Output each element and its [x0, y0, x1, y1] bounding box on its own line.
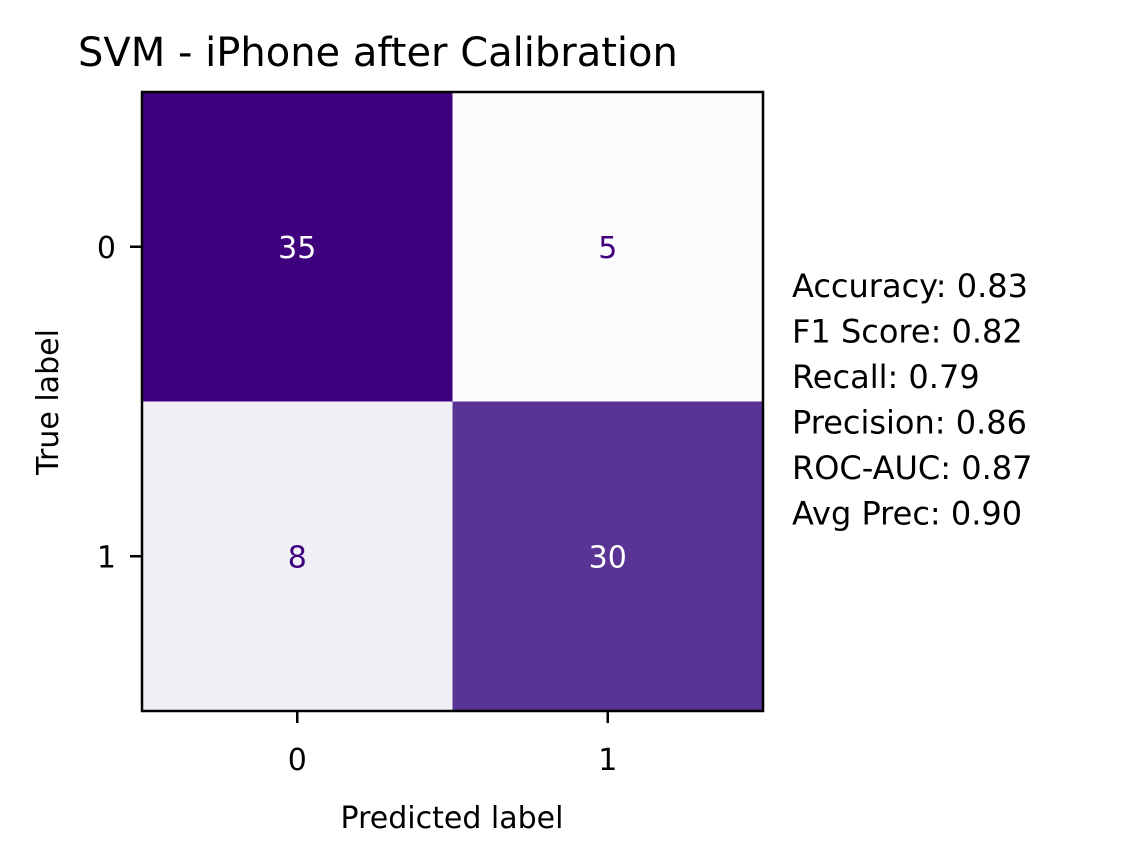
metric-line-5: Avg Prec: 0.90	[792, 495, 1022, 533]
cell-value-0-1: 5	[598, 231, 617, 266]
plot-frame	[140, 90, 765, 713]
cell-value-0-0: 35	[278, 231, 316, 266]
metric-line-1: F1 Score: 0.82	[792, 313, 1023, 351]
chart-title: SVM - iPhone after Calibration	[78, 30, 678, 76]
cell-value-1-1: 30	[589, 540, 627, 575]
metric-line-0: Accuracy: 0.83	[792, 267, 1028, 305]
metric-line-3: Precision: 0.86	[792, 404, 1027, 442]
heatmap-cell-1-1	[452, 401, 764, 712]
x-tick-label-0: 0	[288, 743, 307, 778]
metric-line-4: ROC-AUC: 0.87	[792, 449, 1032, 487]
x-tick-label-1: 1	[598, 743, 617, 778]
cell-value-labels: 35 5 8 30	[278, 231, 627, 576]
heatmap-cell-0-0	[142, 92, 453, 402]
x-axis-label: Predicted label	[341, 801, 564, 836]
y-axis-label: True label	[31, 329, 66, 476]
heatmap-cell-0-1	[452, 92, 764, 402]
y-tick-label-1: 1	[97, 540, 116, 575]
y-tick-label-0: 0	[97, 231, 116, 266]
heatmap-cells	[142, 92, 764, 712]
cell-value-1-0: 8	[288, 540, 307, 575]
y-axis-ticks: 01	[97, 231, 142, 575]
heatmap-cell-1-0	[142, 401, 453, 712]
metric-line-2: Recall: 0.79	[792, 358, 980, 396]
metrics-panel: Accuracy: 0.83 F1 Score: 0.82 Recall: 0.79…	[792, 267, 1032, 533]
